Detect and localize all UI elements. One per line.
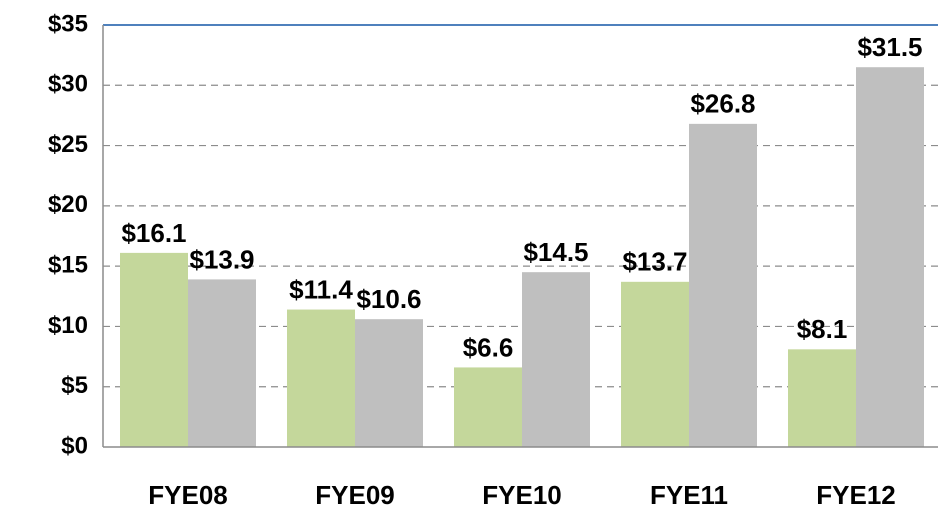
bar xyxy=(287,309,355,447)
data-label: $14.5 xyxy=(523,237,588,267)
y-tick-label: $35 xyxy=(48,10,88,37)
bar xyxy=(355,319,423,447)
y-tick-label: $20 xyxy=(48,191,88,218)
bar xyxy=(788,349,856,447)
data-label: $13.7 xyxy=(622,247,687,277)
bar xyxy=(522,272,590,447)
x-tick-label: FYE11 xyxy=(650,480,728,510)
data-label: $10.6 xyxy=(356,284,421,314)
x-tick-label: FYE09 xyxy=(315,480,395,510)
x-tick-label: FYE10 xyxy=(482,480,562,510)
bar xyxy=(120,252,188,447)
data-label: $8.1 xyxy=(797,314,848,344)
x-tick-label: FYE12 xyxy=(816,480,896,510)
y-tick-label: $0 xyxy=(61,432,88,459)
bar xyxy=(188,279,256,447)
data-label: $6.6 xyxy=(463,332,514,362)
bar xyxy=(689,123,757,448)
y-tick-label: $30 xyxy=(48,71,88,98)
y-tick-label: $15 xyxy=(48,251,88,278)
data-label: $11.4 xyxy=(289,274,353,304)
x-tick-label: FYE08 xyxy=(148,480,228,510)
data-label: $13.9 xyxy=(189,244,254,274)
bar xyxy=(454,367,522,447)
data-label: $31.5 xyxy=(857,32,922,62)
y-tick-label: $25 xyxy=(48,131,88,158)
bar xyxy=(856,67,924,447)
data-label: $16.1 xyxy=(121,218,186,248)
data-label: $26.8 xyxy=(690,89,755,119)
y-tick-label: $5 xyxy=(61,372,88,399)
bar xyxy=(621,281,689,447)
y-tick-label: $10 xyxy=(48,312,88,339)
